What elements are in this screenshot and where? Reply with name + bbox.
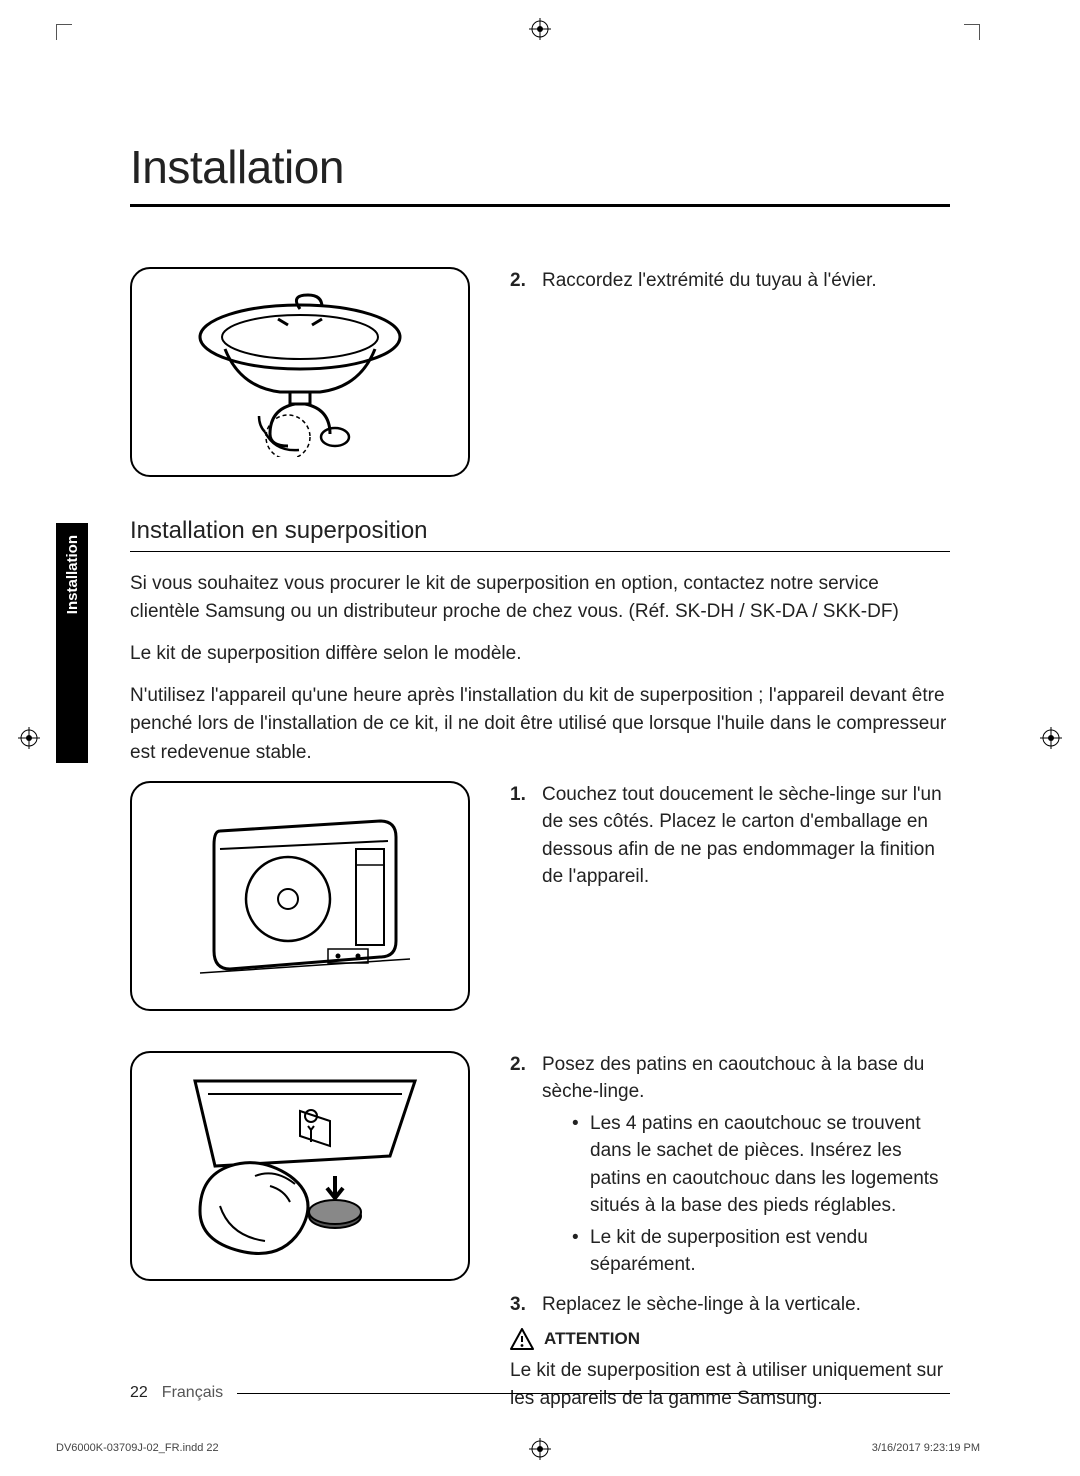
- body-text: Si vous souhaitez vous procurer le kit d…: [130, 570, 950, 626]
- page-content: Installation 2.: [130, 140, 950, 1453]
- step-number: 3.: [510, 1291, 532, 1319]
- imprint-left: DV6000K-03709J-02_FR.indd 22: [56, 1442, 219, 1454]
- step-number: 2.: [510, 267, 532, 295]
- body-text: Le kit de superposition diffère selon le…: [130, 640, 950, 668]
- list-item: 1. Couchez tout doucement le sèche-linge…: [510, 781, 950, 891]
- step-text: Posez des patins en caoutchouc à la base…: [542, 1054, 924, 1103]
- footer-rule: [237, 1393, 950, 1394]
- figure-sink: [130, 267, 470, 477]
- section-heading: Installation en superposition: [130, 517, 950, 552]
- list-item: 2. Posez des patins en caoutchouc à la b…: [510, 1051, 950, 1283]
- figure-rubber-pad: [130, 1051, 470, 1281]
- registration-mark-left: [18, 727, 40, 749]
- crop-mark-tr: [964, 24, 980, 40]
- registration-mark-right: [1040, 727, 1062, 749]
- side-tab-label: Installation: [64, 535, 81, 614]
- side-tab-installation: Installation: [56, 523, 88, 763]
- registration-mark-top: [529, 18, 551, 40]
- step-text: Replacez le sèche-linge à la verticale.: [542, 1291, 861, 1319]
- page-title: Installation: [130, 140, 950, 207]
- imprint-right: 3/16/2017 9:23:19 PM: [872, 1442, 980, 1454]
- step-number: 2.: [510, 1051, 532, 1283]
- step-number: 1.: [510, 781, 532, 891]
- figure-dryer-side: [130, 781, 470, 1011]
- step-text: Couchez tout doucement le sèche-linge su…: [542, 781, 950, 891]
- bullet-item: Le kit de superposition est vendu séparé…: [572, 1224, 950, 1279]
- bullet-item: Les 4 patins en caoutchouc se trouvent d…: [572, 1110, 950, 1220]
- attention-label: ATTENTION: [544, 1327, 640, 1352]
- page-number: 22: [130, 1384, 148, 1402]
- page-footer: 22 Français: [130, 1384, 950, 1402]
- warning-icon: [510, 1328, 534, 1350]
- page-language: Français: [162, 1384, 223, 1402]
- body-text: N'utilisez l'appareil qu'une heure après…: [130, 682, 950, 766]
- list-item: 2. Raccordez l'extrémité du tuyau à l'év…: [510, 267, 950, 295]
- list-item: 3. Replacez le sèche-linge à la vertical…: [510, 1291, 950, 1319]
- crop-mark-tl: [56, 24, 72, 40]
- step-text: Raccordez l'extrémité du tuyau à l'évier…: [542, 267, 877, 295]
- attention-block: ATTENTION: [510, 1327, 950, 1352]
